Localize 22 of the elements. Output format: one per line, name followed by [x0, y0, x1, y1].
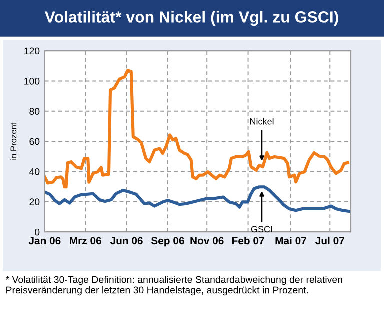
y-tick-label: 0	[35, 228, 40, 236]
x-tick-label: Jul 07	[316, 236, 344, 245]
y-tick-label: 120	[24, 48, 40, 55]
x-tick-label: Mai 07	[276, 236, 306, 245]
x-tick-label: Nov 06	[190, 237, 224, 245]
annotation: Nickel	[250, 118, 274, 125]
y-tick-label: 40	[29, 168, 40, 176]
y-axis-title: in Prozent	[10, 122, 17, 160]
x-tick-label: Mrz 06	[70, 237, 102, 245]
line-series	[44, 186, 351, 214]
line-series	[44, 69, 350, 189]
y-tick-label: 100	[24, 78, 40, 85]
chart-title: Volatilität* von Nickel (im Vgl. zu GSCI)	[44, 11, 338, 26]
x-tick-label: Jan 06	[28, 237, 61, 245]
y-tick-label: 60	[30, 138, 40, 146]
text: * Volatilität 30-Tage Definition: annualisierte Standardabweichung der relativen Preisveränderung der letzten 30 Handelstage, ausgedrückt in Prozent.	[6, 276, 342, 296]
x-tick-label: Feb 07	[232, 236, 264, 245]
x-tick-label: Sep 06	[151, 237, 184, 247]
y-tick-label: 80	[30, 108, 40, 116]
x-tick-label: Jun 06	[110, 237, 143, 245]
annotation: GSCI	[251, 226, 272, 233]
y-tick-label: 20	[30, 198, 40, 206]
